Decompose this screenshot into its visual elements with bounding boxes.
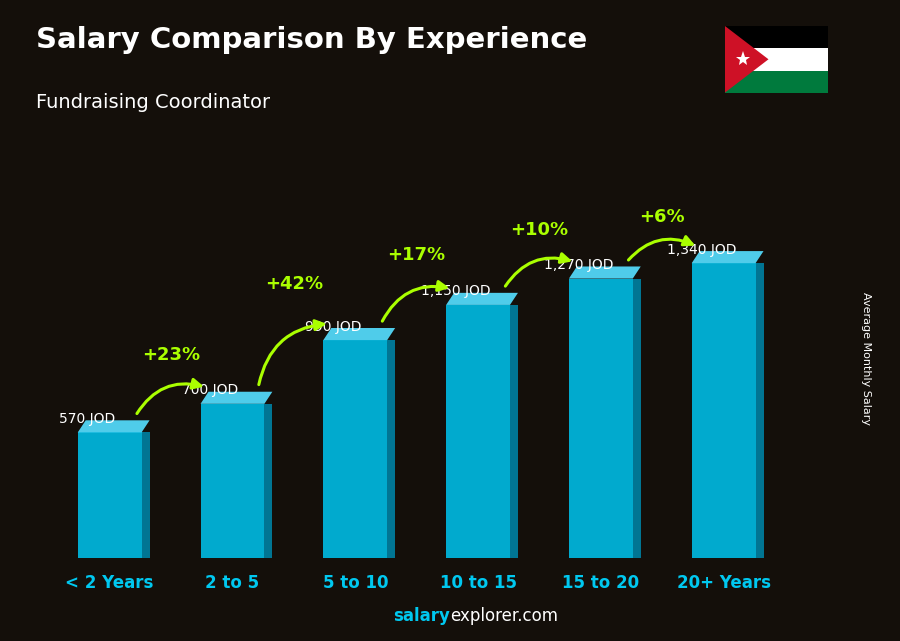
Bar	[323, 340, 387, 558]
Polygon shape	[692, 251, 763, 263]
Text: +42%: +42%	[265, 276, 323, 294]
Polygon shape	[510, 305, 518, 558]
Polygon shape	[201, 392, 273, 404]
Bar	[446, 305, 510, 558]
Polygon shape	[446, 293, 518, 305]
Bar	[724, 71, 828, 93]
Text: 990 JOD: 990 JOD	[305, 319, 362, 333]
Text: 570 JOD: 570 JOD	[59, 412, 116, 426]
Polygon shape	[633, 279, 641, 558]
Text: +17%: +17%	[388, 246, 446, 264]
Text: +6%: +6%	[639, 208, 685, 226]
Polygon shape	[387, 340, 395, 558]
Bar	[569, 279, 633, 558]
Text: Salary Comparison By Experience: Salary Comparison By Experience	[36, 26, 587, 54]
Polygon shape	[323, 328, 395, 340]
Text: 1,270 JOD: 1,270 JOD	[544, 258, 614, 272]
Bar	[724, 26, 828, 48]
Text: 1,150 JOD: 1,150 JOD	[421, 285, 491, 298]
Polygon shape	[141, 433, 149, 558]
Bar	[692, 263, 756, 558]
Text: +23%: +23%	[142, 346, 200, 364]
Text: explorer.com: explorer.com	[450, 607, 558, 625]
Polygon shape	[265, 404, 273, 558]
Polygon shape	[77, 420, 149, 433]
Text: Average Monthly Salary: Average Monthly Salary	[860, 292, 871, 426]
Bar	[724, 48, 828, 71]
Text: +10%: +10%	[510, 221, 569, 240]
Polygon shape	[756, 263, 763, 558]
Polygon shape	[724, 26, 769, 93]
Text: 700 JOD: 700 JOD	[182, 383, 238, 397]
Text: salary: salary	[393, 607, 450, 625]
Polygon shape	[569, 267, 641, 279]
Bar	[77, 433, 141, 558]
Bar	[201, 404, 265, 558]
Text: Fundraising Coordinator: Fundraising Coordinator	[36, 93, 270, 112]
Text: 1,340 JOD: 1,340 JOD	[667, 242, 736, 256]
